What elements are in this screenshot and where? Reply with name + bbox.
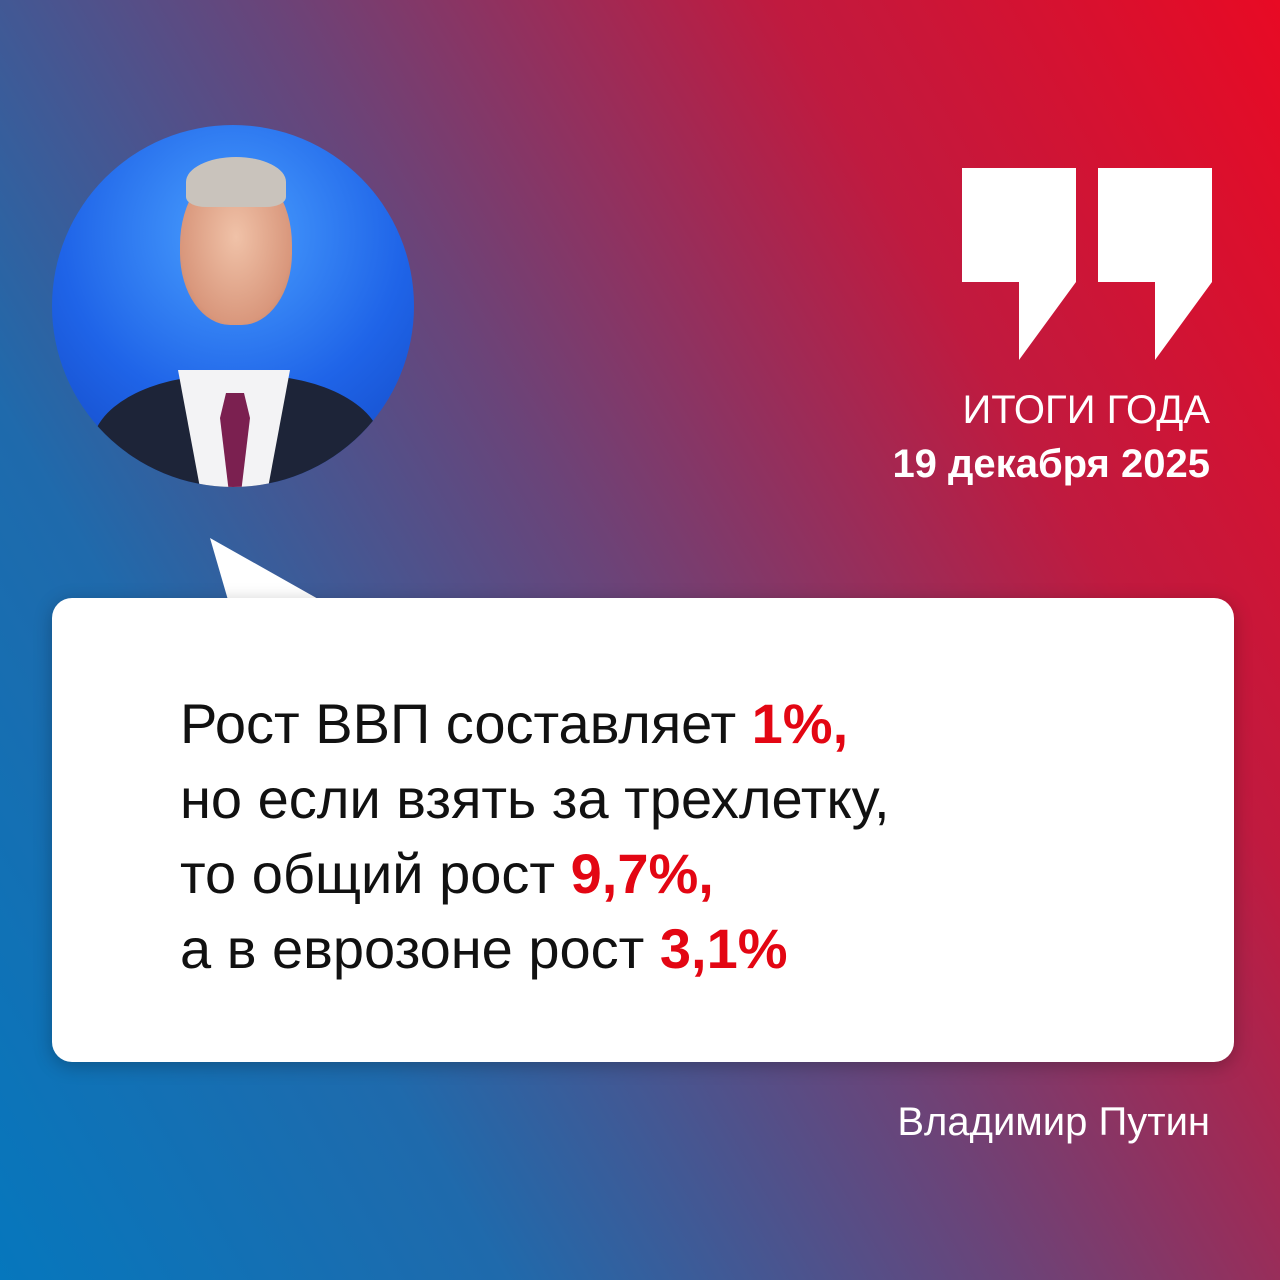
quote-line: Рост ВВП составляет 1%,	[180, 692, 849, 755]
quote-author: Владимир Путин	[897, 1100, 1210, 1144]
header-date: 19 декабря 2025	[892, 442, 1210, 486]
quote-text: Рост ВВП составляет 1%, но если взять за…	[180, 686, 890, 986]
quote-highlight: 9,7%,	[570, 842, 714, 905]
quote-line: а в еврозоне рост 3,1%	[180, 917, 788, 980]
closing-quotation-mark-icon	[962, 168, 1212, 360]
quote-highlight: 1%,	[751, 692, 849, 755]
quote-line: то общий рост 9,7%,	[180, 842, 714, 905]
quote-highlight: 3,1%	[659, 917, 788, 980]
speech-bubble: Рост ВВП составляет 1%, но если взять за…	[52, 598, 1234, 1062]
quote-line: но если взять за трехлетку,	[180, 767, 890, 830]
speaker-portrait	[52, 125, 414, 487]
header-title: ИТОГИ ГОДА	[962, 388, 1210, 432]
speech-bubble-tail	[210, 538, 320, 600]
